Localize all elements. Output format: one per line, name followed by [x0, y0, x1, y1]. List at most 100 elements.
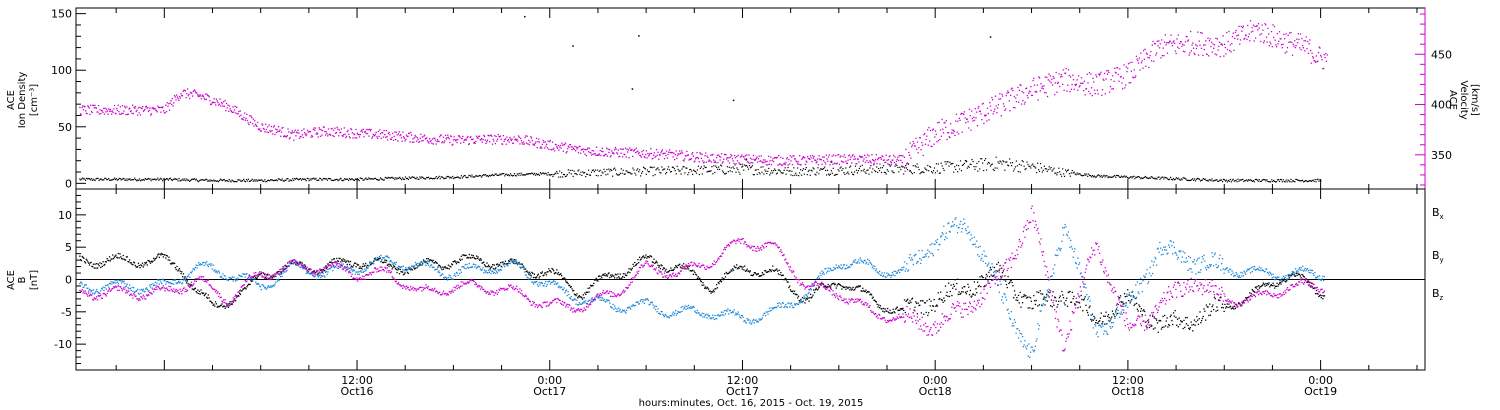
velocity-point [342, 134, 345, 136]
bx-point [813, 289, 815, 291]
by-point [152, 283, 154, 285]
velocity-point [894, 156, 896, 158]
bx-point [860, 290, 862, 292]
bx-point [923, 302, 926, 304]
by-point [322, 272, 324, 274]
by-point [198, 264, 201, 266]
velocity-point [297, 129, 299, 131]
by-point [141, 290, 144, 292]
velocity-point [324, 134, 327, 136]
density-point [855, 169, 858, 171]
velocity-point [984, 114, 986, 116]
velocity-point [757, 158, 760, 160]
bx-point [1180, 321, 1183, 323]
density-point [290, 179, 292, 181]
density-point [1192, 178, 1194, 180]
density-point [94, 179, 96, 181]
bx-point [557, 271, 560, 274]
density-point [1202, 177, 1204, 180]
velocity-point [913, 145, 916, 147]
by-point [320, 276, 322, 279]
density-point [320, 178, 322, 180]
by-point [312, 275, 315, 277]
density-point [176, 178, 178, 180]
velocity-point [590, 154, 593, 156]
density-point [1160, 177, 1162, 179]
bx-point [1007, 275, 1009, 278]
bx-point [117, 252, 120, 255]
bx-point [572, 290, 574, 292]
velocity-point [905, 163, 908, 165]
velocity-point [455, 140, 457, 142]
density-point [113, 177, 116, 179]
velocity-point [876, 162, 878, 165]
velocity-point [1031, 94, 1034, 97]
velocity-point [746, 154, 748, 156]
density-point [1037, 169, 1040, 171]
density-point [542, 172, 544, 174]
bx-point [597, 280, 599, 282]
density-point [486, 175, 489, 177]
density-point [391, 176, 393, 178]
density-point [977, 170, 979, 172]
velocity-point [662, 153, 664, 155]
density-point [654, 174, 656, 176]
density-point [406, 177, 409, 180]
velocity-point [1191, 44, 1193, 46]
bx-point [1188, 327, 1190, 330]
density-point [510, 174, 513, 176]
velocity-point [1039, 90, 1041, 92]
velocity-point [270, 125, 273, 128]
velocity-point [1217, 49, 1219, 51]
velocity-point [413, 141, 415, 143]
bx-point [128, 261, 130, 263]
velocity-point [552, 148, 554, 150]
bx-point [320, 269, 322, 272]
bx-point [234, 300, 237, 302]
bx-point [1312, 287, 1314, 290]
velocity-point [686, 154, 689, 156]
velocity-point [136, 109, 138, 112]
bx-point [1192, 330, 1194, 332]
velocity-point [351, 132, 353, 134]
bx-point [285, 265, 287, 268]
velocity-point [1253, 40, 1255, 42]
velocity-point [1023, 103, 1026, 105]
velocity-point [1300, 48, 1302, 51]
bx-point [787, 281, 789, 283]
velocity-point [989, 101, 991, 104]
velocity-point [909, 142, 911, 144]
density-point [178, 177, 180, 180]
velocity-point [577, 146, 579, 149]
bx-point [163, 254, 165, 256]
velocity-point [1070, 76, 1072, 78]
density-point [508, 174, 510, 176]
bx-point [584, 292, 586, 294]
velocity-point [408, 132, 411, 135]
velocity-point [1081, 82, 1083, 84]
velocity-point [306, 133, 308, 135]
density-point [970, 163, 972, 166]
velocity-point [603, 155, 605, 157]
density-point [825, 174, 828, 176]
velocity-point [82, 109, 85, 111]
density-point [819, 169, 821, 171]
velocity-point [346, 130, 348, 133]
density-point [1124, 176, 1126, 178]
density-point [1242, 178, 1244, 180]
velocity-point [382, 132, 384, 134]
bx-point [1262, 282, 1265, 284]
bx-point [741, 268, 743, 270]
bx-point [397, 269, 399, 271]
bx-point [1013, 290, 1016, 292]
by-point [183, 278, 185, 280]
velocity-point [251, 123, 254, 125]
density-point [904, 164, 907, 167]
density-outlier-point [965, 160, 968, 163]
bx-point [173, 262, 175, 264]
density-point [843, 172, 845, 174]
velocity-point [648, 153, 650, 156]
density-outlier-point [989, 36, 992, 38]
velocity-point [366, 132, 369, 135]
bx-point [909, 300, 911, 302]
